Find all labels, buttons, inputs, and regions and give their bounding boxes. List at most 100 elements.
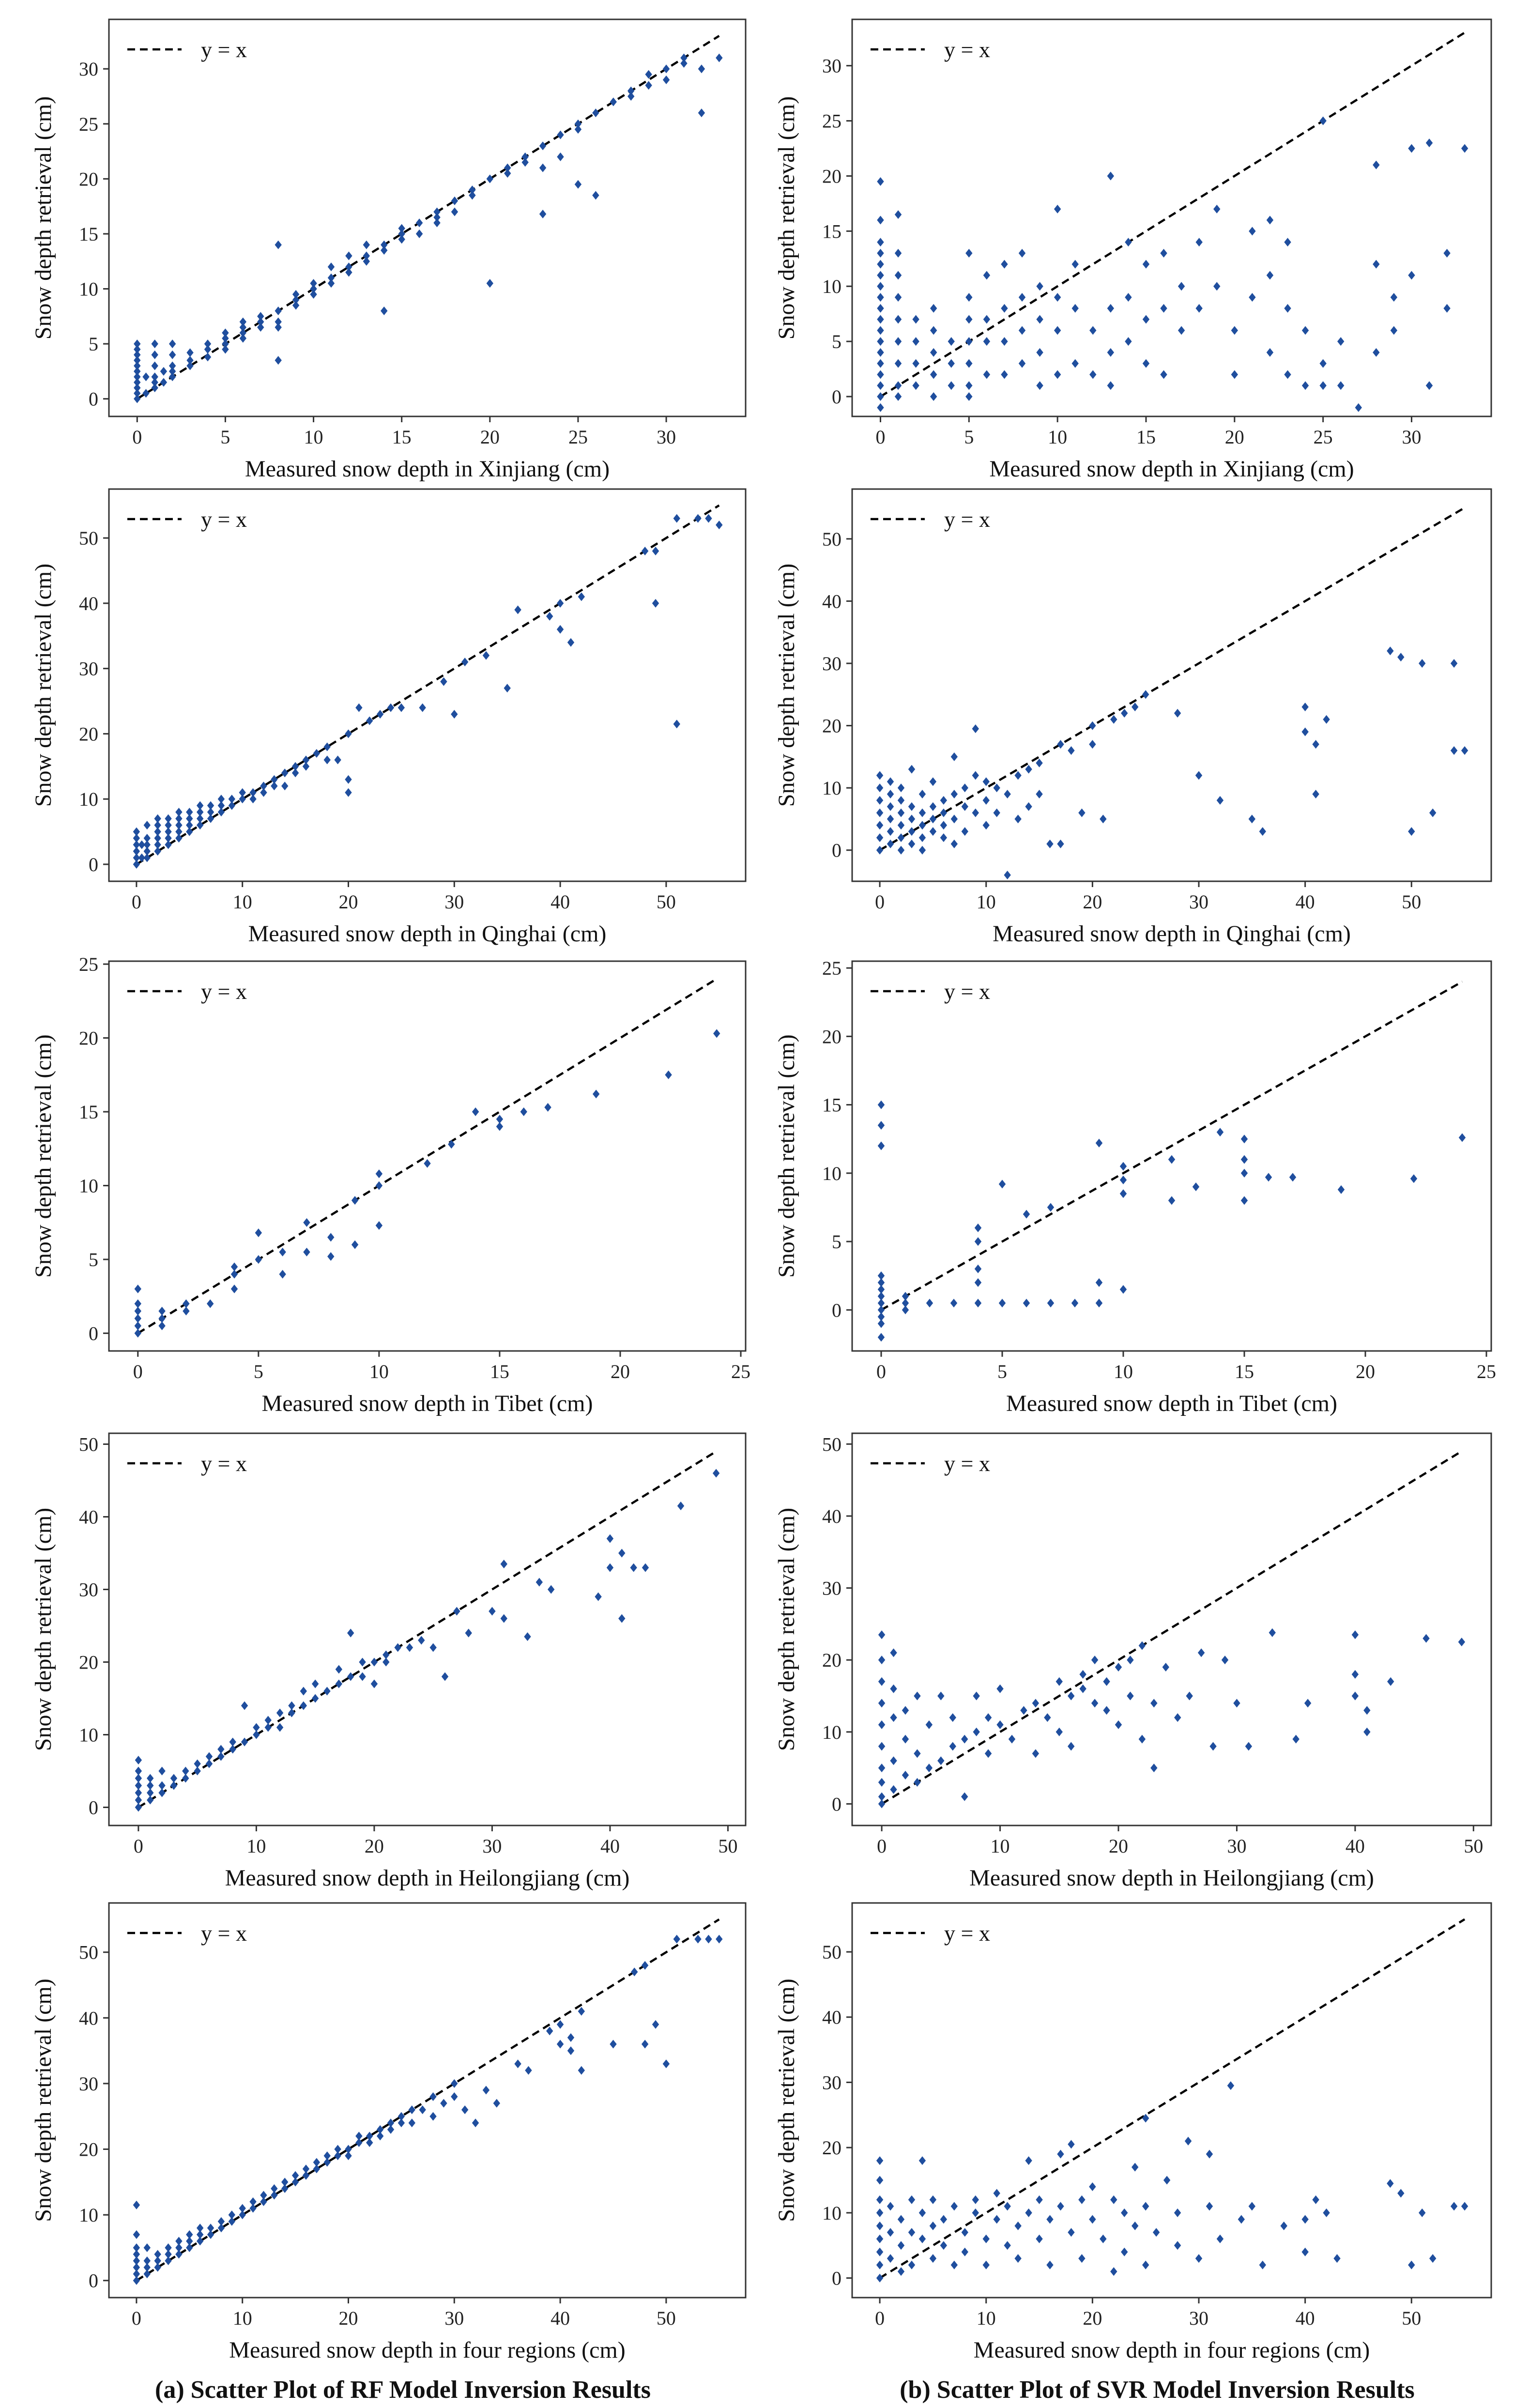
legend-label: y = x — [201, 1921, 247, 1946]
data-point — [1425, 381, 1433, 390]
data-point — [1373, 260, 1380, 269]
data-point — [950, 2260, 958, 2270]
x-tick-label: 20 — [611, 1361, 630, 1382]
data-point — [1078, 2195, 1086, 2204]
data-point — [982, 821, 990, 830]
data-point — [1004, 2202, 1011, 2211]
x-tick-label: 40 — [551, 2307, 570, 2329]
data-point — [887, 802, 894, 811]
data-point — [877, 326, 884, 335]
data-point — [260, 2191, 267, 2200]
data-point — [1458, 1638, 1466, 1647]
data-point — [1119, 1175, 1127, 1184]
data-point — [313, 2164, 321, 2174]
data-point — [694, 1934, 702, 1944]
data-point — [275, 240, 282, 249]
data-point — [222, 345, 229, 354]
data-point — [877, 1333, 885, 1342]
data-point — [890, 1785, 897, 1794]
data-point — [433, 218, 441, 228]
x-axis-label: Measured snow depth in Qinghai (cm) — [993, 921, 1351, 947]
x-tick-label: 0 — [877, 1835, 887, 1857]
data-point — [940, 833, 948, 842]
reference-line-y-equals-x — [137, 978, 718, 1334]
data-point — [345, 775, 352, 784]
x-tick-label: 25 — [731, 1361, 750, 1382]
data-point — [627, 92, 635, 101]
data-point — [902, 1305, 909, 1315]
data-point — [1001, 370, 1008, 379]
data-point — [521, 152, 529, 161]
y-tick-label: 15 — [822, 1094, 841, 1116]
data-point — [876, 2195, 884, 2204]
data-point — [877, 248, 884, 258]
data-point — [275, 306, 282, 315]
data-point — [1355, 403, 1362, 412]
data-point — [877, 1285, 885, 1294]
data-point — [1419, 2208, 1426, 2217]
data-point — [887, 814, 894, 824]
x-tick-label: 25 — [1314, 426, 1333, 448]
data-point — [311, 1679, 319, 1688]
reference-line-y-equals-x — [137, 35, 720, 400]
data-point — [300, 1687, 307, 1696]
data-point — [877, 315, 884, 324]
reference-line-y-equals-x — [881, 1450, 1463, 1805]
data-point — [894, 392, 902, 401]
data-point — [949, 1713, 956, 1722]
x-tick-label: 0 — [876, 1361, 886, 1382]
data-point — [887, 2202, 894, 2211]
y-tick-label: 5 — [89, 1249, 98, 1271]
data-point — [302, 2171, 310, 2180]
data-point — [291, 2171, 299, 2180]
data-point — [546, 2026, 553, 2036]
data-point — [1054, 370, 1061, 379]
y-tick-label: 10 — [79, 1175, 98, 1196]
data-point — [929, 2254, 937, 2263]
data-point — [1461, 144, 1468, 153]
data-point — [500, 1614, 507, 1623]
data-point — [652, 2020, 659, 2029]
data-point — [948, 381, 955, 390]
data-point — [1363, 1706, 1371, 1715]
data-point — [1266, 271, 1274, 280]
data-point — [170, 1774, 178, 1783]
y-tick-label: 0 — [89, 854, 98, 875]
data-point — [335, 1665, 343, 1674]
data-point — [1142, 359, 1150, 368]
data-point — [1032, 1749, 1040, 1758]
x-tick-label: 5 — [254, 1361, 263, 1382]
data-point — [366, 716, 373, 725]
data-point — [1186, 1691, 1193, 1701]
data-point — [1408, 271, 1415, 280]
data-point — [1269, 1628, 1276, 1637]
data-point — [1001, 260, 1008, 269]
data-point — [204, 339, 212, 349]
data-point — [1127, 1656, 1134, 1665]
data-point — [902, 1292, 909, 1301]
x-tick-label: 30 — [444, 2307, 464, 2329]
data-point — [207, 808, 214, 817]
data-point — [1233, 1699, 1240, 1708]
y-tick-label: 5 — [832, 331, 841, 353]
data-point — [440, 2099, 447, 2108]
data-point — [134, 350, 141, 359]
data-point — [972, 771, 979, 780]
data-point — [902, 1706, 909, 1715]
data-point — [381, 240, 388, 249]
legend-label: y = x — [944, 1921, 990, 1946]
data-point — [347, 1672, 354, 1681]
caption-svr: (b) Scatter Plot of SVR Model Inversion … — [900, 2376, 1415, 2404]
y-tick-label: 50 — [822, 1433, 841, 1455]
y-axis-label: Snow depth retrieval (cm) — [31, 564, 56, 807]
data-point — [929, 2195, 937, 2204]
data-point — [239, 328, 247, 337]
data-point — [345, 729, 352, 738]
data-point — [948, 337, 955, 346]
data-point — [1068, 2140, 1075, 2149]
data-point — [135, 1803, 142, 1812]
data-point — [1047, 1299, 1055, 1308]
data-point — [186, 821, 193, 830]
data-point — [370, 1679, 378, 1688]
data-point — [918, 790, 926, 798]
